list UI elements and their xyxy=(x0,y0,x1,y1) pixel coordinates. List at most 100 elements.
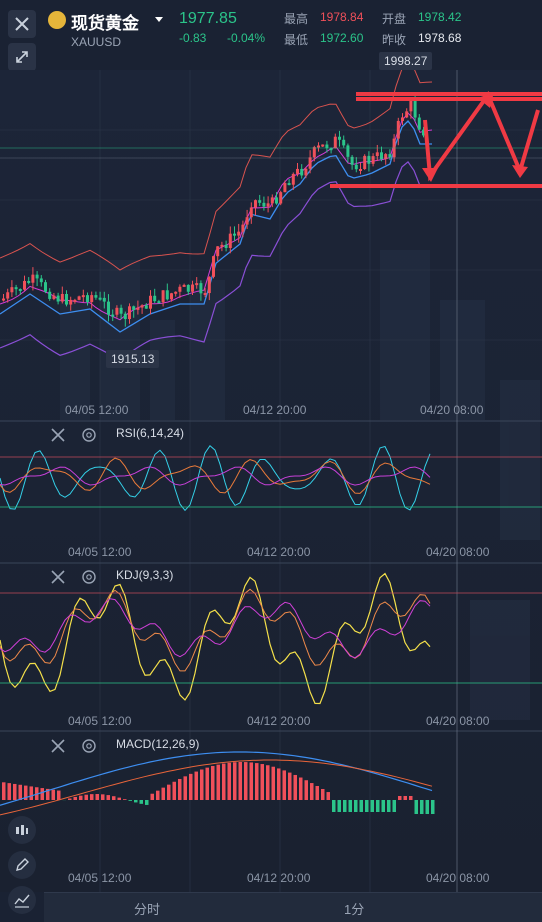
macd-bar xyxy=(255,763,259,800)
collapse-button[interactable] xyxy=(8,43,36,71)
candle-body xyxy=(178,287,181,292)
price-change: -0.83 xyxy=(179,31,206,45)
candle-body xyxy=(355,165,358,169)
candle-body xyxy=(40,278,43,282)
candle-body xyxy=(338,137,341,140)
date-label: 04/20 08:00 xyxy=(426,871,489,885)
candle-body xyxy=(94,295,97,298)
candles-icon xyxy=(14,822,30,838)
macd-bar xyxy=(283,770,287,800)
macd-bar xyxy=(415,800,419,814)
candle-body xyxy=(279,192,282,203)
macd-bar xyxy=(13,784,17,800)
macd-bar xyxy=(140,800,144,804)
date-label: 04/20 08:00 xyxy=(420,403,483,417)
tab-timeshare[interactable]: 分时 xyxy=(134,899,160,918)
candle-body xyxy=(418,118,421,130)
macd-bar xyxy=(118,798,122,800)
candle-body xyxy=(397,121,400,139)
candle-body xyxy=(292,174,295,185)
macd-bar xyxy=(184,776,188,800)
candle-body xyxy=(262,203,265,207)
gear-icon[interactable] xyxy=(80,426,98,444)
close-icon xyxy=(13,15,31,33)
pen-icon xyxy=(14,857,30,873)
close-icon[interactable] xyxy=(50,738,66,754)
macd-label: MACD(12,26,9) xyxy=(116,737,199,751)
candle-body xyxy=(120,308,123,314)
close-icon[interactable] xyxy=(50,569,66,585)
chevron-down-icon[interactable] xyxy=(154,16,164,24)
candle-body xyxy=(90,295,93,302)
candle-body xyxy=(65,294,68,305)
macd-bar xyxy=(404,796,408,800)
macd-bar xyxy=(420,800,424,814)
macd-bar xyxy=(217,765,221,800)
kdj-label: KDJ(9,3,3) xyxy=(116,568,173,582)
close-button[interactable] xyxy=(8,10,36,38)
candle-body xyxy=(191,285,194,292)
candle-body xyxy=(237,232,240,236)
indicator-icon xyxy=(14,892,30,908)
macd-bar xyxy=(332,800,336,812)
candle-body xyxy=(10,287,13,292)
macd-bar xyxy=(426,800,430,814)
candle-body xyxy=(141,305,144,307)
gold-coin-icon xyxy=(48,11,66,29)
candle-body xyxy=(288,183,291,185)
candle-body xyxy=(409,101,412,112)
high-value: 1978.84 xyxy=(320,10,363,24)
candle-body xyxy=(48,292,51,299)
macd-bar xyxy=(222,764,226,800)
candle-body xyxy=(250,207,253,217)
macd-bar xyxy=(112,796,116,800)
candle-body xyxy=(241,225,244,232)
candle-body xyxy=(107,302,110,315)
candle-body xyxy=(225,245,228,248)
macd-bar xyxy=(8,783,12,800)
date-label: 04/05 12:00 xyxy=(68,545,131,559)
candle-body xyxy=(233,234,236,236)
candle-body xyxy=(187,285,190,292)
indicator-button[interactable] xyxy=(8,886,36,914)
macd-bar xyxy=(244,762,248,800)
candle-body xyxy=(376,152,379,156)
tab-1min[interactable]: 1分 xyxy=(344,899,364,918)
macd-bar xyxy=(360,800,364,812)
candle-body xyxy=(15,287,18,289)
macd-bar xyxy=(294,775,298,800)
draw-tool-button[interactable] xyxy=(8,851,36,879)
close-icon[interactable] xyxy=(50,427,66,443)
date-label: 04/05 12:00 xyxy=(68,871,131,885)
macd-bar xyxy=(189,774,193,800)
candle-body xyxy=(254,200,257,207)
current-price: 1977.85 xyxy=(179,10,237,28)
gear-icon[interactable] xyxy=(80,568,98,586)
open-label: 开盘 xyxy=(382,10,406,27)
macd-bar xyxy=(338,800,342,812)
candles-button[interactable] xyxy=(8,816,36,844)
candle-body xyxy=(342,140,345,146)
macd-bar xyxy=(52,790,56,800)
candle-body xyxy=(82,295,85,297)
chart-area[interactable] xyxy=(0,70,542,892)
candle-body xyxy=(212,256,215,277)
macd-bar xyxy=(250,762,254,800)
gear-icon[interactable] xyxy=(80,737,98,755)
date-label: 04/05 12:00 xyxy=(65,403,128,417)
candle-body xyxy=(31,275,34,283)
candle-body xyxy=(128,306,131,319)
candle-body xyxy=(166,290,169,299)
candle-body xyxy=(321,145,324,147)
macd-bar xyxy=(349,800,353,812)
candle-body xyxy=(174,292,177,294)
macd-bar xyxy=(310,783,314,800)
date-label: 04/12 20:00 xyxy=(247,871,310,885)
candle-body xyxy=(271,197,274,203)
macd-bar xyxy=(239,762,243,800)
candle-body xyxy=(229,234,232,248)
candle-body xyxy=(115,308,118,315)
candle-body xyxy=(334,137,337,149)
candle-body xyxy=(346,145,349,156)
candle-body xyxy=(73,300,76,302)
